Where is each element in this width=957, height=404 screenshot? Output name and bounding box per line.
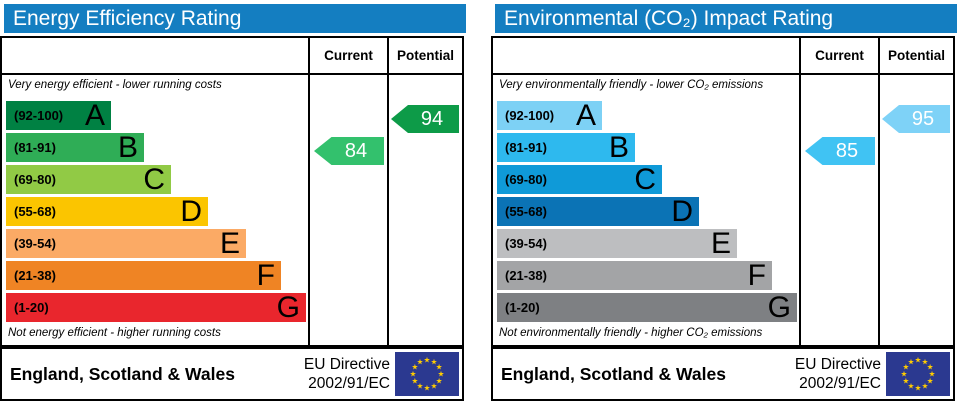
band-row-g: (1-20) G	[6, 291, 306, 324]
co2-rating-table: Current Potential Very environmentally f…	[491, 36, 955, 347]
band-range: (69-80)	[14, 172, 56, 187]
top-note: Very environmentally friendly - lower CO…	[499, 79, 764, 91]
band-row-g: (1-20) G	[497, 291, 797, 324]
band-letter: E	[219, 227, 240, 260]
band-row-c: (69-80) C	[497, 163, 662, 196]
band-range: (39-54)	[505, 236, 547, 251]
band-letter: A	[575, 99, 596, 132]
band-range: (1-20)	[14, 300, 49, 315]
current-column-header: Current	[324, 48, 373, 63]
potential-column-header: Potential	[887, 48, 945, 63]
footer-bar: England, Scotland & Wales EU Directive 2…	[491, 347, 955, 401]
energy-rating-table: Current Potential Very energy efficient …	[0, 36, 464, 347]
band-row-b: (81-91) B	[6, 131, 144, 164]
band-row-f: (21-38) F	[497, 259, 772, 292]
table-header-row	[2, 38, 462, 75]
band-letter: B	[117, 131, 138, 164]
potential-rating-arrow: 94	[391, 105, 459, 133]
eu-directive-line2: 2002/91/EC	[799, 375, 881, 392]
panel-title: Energy Efficiency Rating	[4, 4, 466, 33]
current-rating-arrow: 85	[805, 137, 875, 165]
band-row-c: (69-80) C	[6, 163, 171, 196]
bottom-note: Not energy efficient - higher running co…	[8, 327, 221, 339]
eu-flag-icon	[395, 352, 459, 396]
band-letter: C	[634, 163, 656, 196]
band-letter: G	[276, 291, 300, 324]
band-range: (92-100)	[505, 108, 555, 123]
band-range: (21-38)	[14, 268, 56, 283]
footer-bar: England, Scotland & Wales EU Directive 2…	[0, 347, 464, 401]
eu-directive-label: EU Directive 2002/91/EC	[304, 355, 390, 393]
band-range: (21-38)	[505, 268, 547, 283]
potential-column-divider	[387, 38, 389, 345]
band-row-e: (39-54) E	[497, 227, 737, 260]
band-row-d: (55-68) D	[497, 195, 699, 228]
band-letter: D	[671, 195, 693, 228]
band-row-b: (81-91) B	[497, 131, 635, 164]
band-row-d: (55-68) D	[6, 195, 208, 228]
band-range: (81-91)	[505, 140, 547, 155]
table-header-row	[493, 38, 953, 75]
band-letter: D	[180, 195, 202, 228]
region-label: England, Scotland & Wales	[10, 364, 235, 384]
band-row-e: (39-54) E	[6, 227, 246, 260]
band-letter: E	[710, 227, 731, 260]
band-range: (1-20)	[505, 300, 540, 315]
panel-title: Environmental (CO₂) Impact Rating	[495, 4, 957, 33]
bottom-note: Not environmentally friendly - higher CO…	[499, 327, 763, 339]
eu-directive-line1: EU Directive	[303, 356, 390, 373]
band-row-f: (21-38) F	[6, 259, 281, 292]
eu-flag-icon	[886, 352, 950, 396]
band-range: (81-91)	[14, 140, 56, 155]
potential-rating-arrow: 95	[882, 105, 950, 133]
band-row-a: (92-100) A	[6, 99, 111, 132]
band-range: (39-54)	[14, 236, 56, 251]
band-row-a: (92-100) A	[497, 99, 602, 132]
band-letter: C	[143, 163, 165, 196]
band-range: (55-68)	[505, 204, 547, 219]
current-column-divider	[308, 38, 310, 345]
top-note: Very energy efficient - lower running co…	[8, 79, 222, 91]
current-column-divider	[799, 38, 801, 345]
environmental-impact-panel: Environmental (CO₂) Impact Rating Curren…	[491, 0, 957, 404]
band-letter: F	[256, 259, 275, 292]
region-label: England, Scotland & Wales	[501, 364, 726, 384]
band-range: (55-68)	[14, 204, 56, 219]
eu-directive-line2: 2002/91/EC	[308, 375, 390, 392]
current-rating-arrow: 84	[314, 137, 384, 165]
band-letter: B	[608, 131, 629, 164]
potential-column-header: Potential	[396, 48, 454, 63]
band-letter: G	[767, 291, 791, 324]
eu-directive-line1: EU Directive	[794, 356, 881, 373]
band-letter: F	[747, 259, 766, 292]
energy-efficiency-panel: Energy Efficiency Rating Current Potenti…	[0, 0, 466, 404]
band-letter: A	[84, 99, 105, 132]
current-column-header: Current	[815, 48, 864, 63]
band-range: (92-100)	[14, 108, 64, 123]
band-range: (69-80)	[505, 172, 547, 187]
eu-directive-label: EU Directive 2002/91/EC	[795, 355, 881, 393]
potential-column-divider	[878, 38, 880, 345]
